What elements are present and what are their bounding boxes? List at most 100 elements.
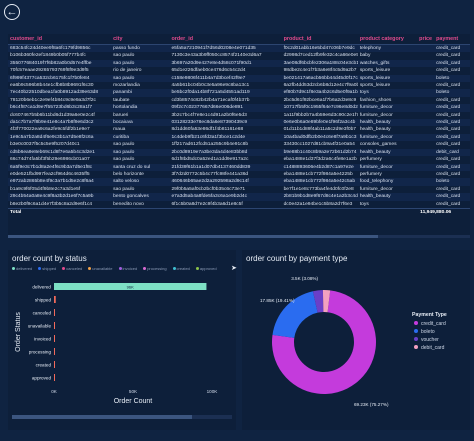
donut-label-boleto: 17.85K (19.41%) [260,298,295,303]
table-cell: taubate [113,97,130,103]
table-cell: sao paulo [113,142,135,148]
expand-arrow-button[interactable]: ➤ [231,264,237,272]
table-row[interactable]: b8e2b0f9c6a1d4e7f3b5c8a2d9e6f1c4 benedito… [8,201,470,209]
table-cell: b106b360fe2ef1849b0b05f777b4fc [10,53,86,59]
payment-legend-item: debit_card [421,345,445,351]
column-header-price[interactable]: price [416,34,435,45]
orders-table-panel: customer_id city order_id product_id product… [8,34,470,238]
table-cell: credit_card [434,119,470,127]
table-row[interactable]: 66c74d74fa5bf3f5b29e6986cb01a07 sao paulo… [8,156,470,163]
table-row[interactable]: 1e9c5a7b2a8d4f6e9c3b1a7d5e8f2c6a curitiba… [8,133,470,142]
table-cell: belo horizonte [113,171,144,177]
table-cell: sao paulo [113,157,135,163]
table-cell: credit_card [436,142,461,148]
table-row[interactable]: 4f3f770022ea9c6a2fe9c5fdf2b1e9e7 maua 8d1d… [8,126,470,133]
column-header-order-id[interactable]: order_id [169,34,282,45]
status-legend-item: approved [195,266,220,271]
table-cell [416,97,434,104]
table-cell: 3b697a20d9e427e8e4d58c071f90d1 [169,59,282,68]
payment-legend-swatch [414,337,418,341]
table-cell: credit_card [434,133,470,142]
column-header-customer-id[interactable]: customer_id [8,34,112,45]
table-cell: credit_card [436,53,461,59]
table-cell: 6a5f9e3c7b1d8a2e4f6c9b3a7d5e1f8c [8,163,112,171]
table-cell: 1a11f9bb2b7a4b59e6d3c90c2e1f7 [283,112,358,118]
table-row[interactable]: dc607467b5b6b11bd6d1d39a6e0e2c4f barueri 3… [8,112,470,119]
table-cell [416,171,434,178]
donut-label-credit-card: 69.23K (75.27%) [354,402,389,407]
table-cell [416,186,434,193]
table-cell: toys [359,201,369,207]
table-cell: f0c2d01abb16e5bd47c06b7e9dc [281,44,358,53]
status-category-label: invoiced [34,336,51,341]
table-cell: 2bc0d8919e7a3be3da4d4e83bb8d [169,148,282,157]
table-cell: bento goncalves [111,193,170,201]
status-category-label: processing [29,349,52,354]
horizontal-scrollbar[interactable] [8,235,470,238]
column-header-product-category[interactable]: product category [357,34,417,45]
table-cell [416,126,434,133]
status-chart-legend: delivered shipped canceled unavailable invoi… [12,266,223,271]
status-bar-shipped [54,296,56,303]
table-cell [416,141,434,148]
table-cell: 03128233e78ec8da6e87390439c9 [169,119,282,127]
table-cell: credit_card [436,127,461,133]
column-header-payment[interactable]: payment [434,34,470,45]
table-row[interactable]: 683c54fc24d40ee9f8a6fc179fd9856c passo fu… [8,44,470,53]
status-bar-chart: delivered shipped canceled unavailable invoi… [12,283,232,419]
table-cell: ea6b9c596b8b44e1cfb8b8b9691f6c30 [10,83,94,89]
payment-legend-title: Payment Type [412,312,447,318]
table-cell: 2b81b9b1d8e9f67d8c4e1a2b3c4d [281,193,358,201]
table-cell: 1e9c5a7b2a8d4f6e9c3b1a7d5e8f2c6a [8,133,112,142]
table-cell: b8e2b0f9c6a1d4e7f3b5c8a2d9e6f1c4 [10,201,93,207]
total-label: Total [8,207,112,217]
payment-legend-swatch [414,345,418,349]
donut-label-voucher: 3.5K (3.08%) [291,276,318,281]
table-header-row: customer_id city order_id product_id product… [8,34,470,45]
table-cell: eba1488e1d37f3d2a6c4fe8e1a2b [283,157,357,163]
back-button[interactable]: ← [4,4,20,20]
table-cell: credit_card [434,163,470,171]
table-row[interactable]: 6a5f9e3c7b1d8a2e4f6c9b3a7d5e1f8c santa cr… [8,163,470,171]
table-cell: 78120b6eb1c2e9ef4b84c9c9e9a3d7f2c [10,97,96,103]
table-row[interactable]: e0de521fbd997fea2cf964d6c4635ff5 belo hor… [8,171,470,178]
orders-table: customer_id city order_id product_id product… [8,34,470,217]
table-cell: 8d1dd60fa53e86df1f4b81161e68 [171,127,244,133]
table-row[interactable]: 7ec40b22510dbea1fa0b8912ad39e63d8 panambi… [8,89,470,97]
table-row[interactable]: da1c7b7a7f8b9e41e8c4a7b8f9e6d3c2 bocaiuva… [8,119,470,127]
table-row[interactable]: 29c4b54a0a8e4c9f8a3b2d1e6f7c5a9b bento go… [8,193,470,201]
table-cell: furniture_decor [359,186,393,192]
table-row[interactable]: 78120b6eb1c2e9ef4b84c9c9e9a3d7f2c taubate… [8,97,470,104]
table-row[interactable]: 70fc57eaae29265793769f8f9e3d9f5 rio de ja… [8,67,470,74]
table-cell: c1488893606e4b2d87c1a97e2e [281,163,358,171]
status-category-label: created [36,362,52,367]
table-row[interactable]: 6f999f4377ca532cb6175fc1f7b0fe84 sao paul… [8,74,470,83]
table-cell: 98dbe2c4e1f7b3a6e8f4c5d9a2b7 [283,68,357,74]
table-row[interactable]: b6c4f87ca1d9e7f55723bd6b3c28a1f7 hortolan… [8,104,470,112]
table-cell: baby [359,53,371,59]
table-cell: credit_card [434,59,470,68]
table-cell [416,82,434,89]
table-cell: credit_card [436,68,461,74]
payment-chart-panel: order count by payment type 3.5K (3.08%)… [242,250,470,430]
status-legend-item: delivered [12,266,35,271]
table-row[interactable]: ea6b9c596b8b44e1cfb8b8b9691f6c30 mozarlan… [8,82,470,89]
table-cell: 66c74d74fa5bf3f5b29e6986cb01a07 [10,157,90,163]
table-cell: b1a9c9f6f05d4f9b8e2c7a3d1e5f [10,186,81,192]
table-cell: credit_card [436,186,461,192]
column-header-city[interactable]: city [111,34,170,45]
table-row[interactable]: b106b360fe2ef1849b0b05f777b4fc sao paulo 7… [8,52,470,59]
table-cell: b3e0c0037f5c5c5e9f5207d40c1 [10,142,80,148]
table-cell: furniture_decor [357,133,417,142]
table-cell: barueri [113,112,129,118]
table-row[interactable]: 355077684019f7f6b82a0b0d57e4ffbe sao paul… [8,59,470,68]
table-cell: e0de521fbd997fea2cf964d6c4635ff5 [10,171,90,177]
table-row[interactable]: e972ab2865b8e4f9c3a7b1d5e2c8f6a4 salto ve… [8,178,470,186]
status-bar-unavailable [54,322,55,329]
column-header-product-id[interactable]: product_id [281,34,358,45]
table-row[interactable]: b3e0c0037f5c5c5e9f5207d40c1 sao paulo 1ff2… [8,141,470,148]
table-row[interactable]: cd5b6ea9e8eb69c1d8f7e6a5b4c3d2e1 sao paul… [8,148,470,157]
table-cell: b9e88b1c40c8b9a2e72b61d2b74 [281,148,358,157]
table-cell: 2bc5d61f92bce6a1f7b6a2d3e8c9 [283,97,357,103]
table-row[interactable]: b1a9c9f6f05d4f9b8e2c7a3d1e5f sao paulo 29f… [8,186,470,193]
